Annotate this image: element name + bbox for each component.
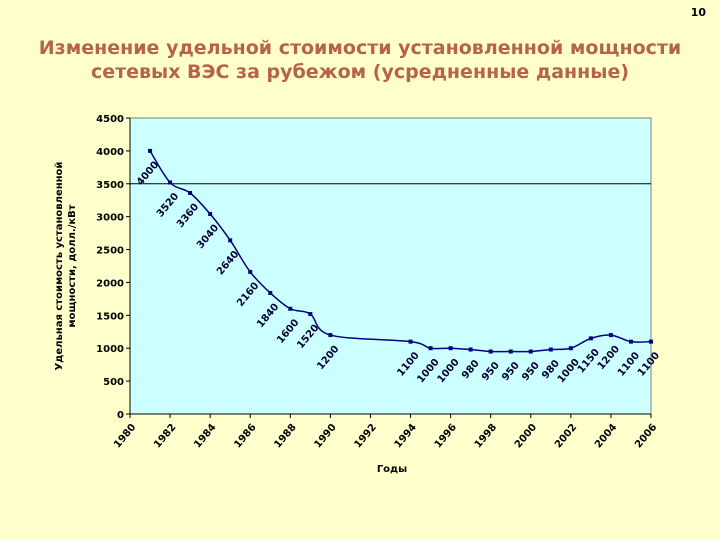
y-tick-label: 4000 — [96, 147, 124, 158]
y-tick-label: 1500 — [96, 311, 124, 322]
chart-title-line-1: Изменение удельной стоимости установленн… — [38, 37, 682, 59]
data-point — [508, 349, 513, 354]
y-axis-title-line-2: мощности, долл./кВт — [67, 204, 78, 327]
x-tick-label: 1982 — [152, 422, 178, 450]
axes — [129, 118, 651, 415]
x-tick-label: 1990 — [312, 422, 338, 450]
data-point — [568, 346, 573, 351]
x-tick-label: 2004 — [593, 422, 619, 450]
data-point — [308, 312, 313, 317]
data-point — [168, 180, 173, 185]
x-tick-label: 1988 — [272, 422, 298, 450]
x-tick-label: 1996 — [433, 422, 459, 450]
x-tick-label: 1980 — [112, 422, 138, 450]
y-tick-label: 2500 — [96, 246, 124, 257]
x-tick-label: 2002 — [553, 422, 579, 450]
data-point — [528, 349, 533, 354]
y-tick-label: 500 — [103, 377, 124, 388]
data-point — [268, 290, 273, 295]
data-point — [248, 269, 253, 274]
data-point — [548, 347, 553, 352]
x-tick-label: 1986 — [232, 422, 258, 450]
data-point — [588, 336, 593, 341]
data-point — [468, 347, 473, 352]
x-tick-label: 2000 — [513, 422, 539, 450]
chart-title: Изменение удельной стоимости установленн… — [0, 36, 720, 84]
y-tick-label: 4500 — [96, 114, 124, 125]
data-point — [148, 148, 153, 153]
data-point — [288, 306, 293, 311]
data-point — [448, 346, 453, 351]
x-tick-label: 1992 — [353, 422, 379, 450]
data-point — [408, 339, 413, 344]
x-tick-label: 1994 — [393, 422, 419, 450]
data-point — [628, 339, 633, 344]
y-tick-label: 3000 — [96, 213, 124, 224]
data-point — [328, 333, 333, 338]
data-point — [488, 349, 493, 354]
x-tick-label: 1984 — [192, 422, 218, 450]
y-tick-label: 2000 — [96, 278, 124, 289]
data-point — [208, 212, 213, 217]
chart-title-line-2: сетевых ВЭС за рубежом (усредненные данн… — [90, 61, 630, 83]
data-point — [608, 333, 613, 338]
y-axis-title-line-1: Удельная стоимость установленной — [54, 162, 65, 371]
x-axis-title: Годы — [377, 464, 407, 475]
y-axis-ticks: 0 500 1000 1500 2000 2500 3000 3500 4000 4500 — [96, 114, 130, 421]
y-axis-title: Удельная стоимость установленной мощност… — [54, 162, 78, 371]
x-tick-label: 2006 — [633, 422, 659, 450]
y-tick-label: 0 — [117, 410, 124, 421]
plot-area — [129, 117, 652, 415]
x-axis-ticks: 1980 1982 1984 1986 1988 1990 1992 1994 1996 1998… — [112, 414, 659, 450]
y-tick-label: 3500 — [96, 180, 124, 191]
x-tick-label: 1998 — [473, 422, 499, 450]
page-number: 10 — [690, 6, 706, 19]
data-point — [188, 190, 193, 195]
data-point — [428, 346, 433, 351]
y-tick-label: 1000 — [96, 344, 124, 355]
data-series — [148, 148, 653, 354]
data-point — [649, 339, 653, 344]
data-point — [228, 238, 233, 243]
